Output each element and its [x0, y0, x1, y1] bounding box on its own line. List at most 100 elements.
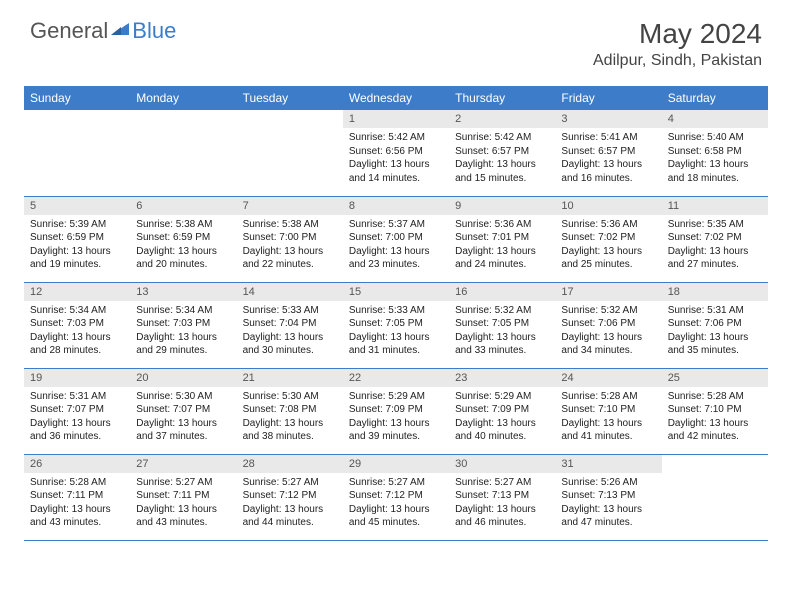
day-number: 29: [343, 455, 449, 473]
day-number: 22: [343, 369, 449, 387]
day-number: 20: [130, 369, 236, 387]
calendar-cell: 7Sunrise: 5:38 AMSunset: 7:00 PMDaylight…: [237, 196, 343, 282]
day-details: Sunrise: 5:28 AMSunset: 7:11 PMDaylight:…: [24, 473, 130, 535]
day-number: 23: [449, 369, 555, 387]
day-details: Sunrise: 5:35 AMSunset: 7:02 PMDaylight:…: [662, 215, 768, 277]
day-details: Sunrise: 5:38 AMSunset: 7:00 PMDaylight:…: [237, 215, 343, 277]
brand-triangle-icon: [111, 21, 129, 42]
day-number: 24: [555, 369, 661, 387]
location-text: Adilpur, Sindh, Pakistan: [593, 52, 762, 70]
day-details: Sunrise: 5:27 AMSunset: 7:12 PMDaylight:…: [237, 473, 343, 535]
calendar-cell: 19Sunrise: 5:31 AMSunset: 7:07 PMDayligh…: [24, 368, 130, 454]
calendar-cell: 27Sunrise: 5:27 AMSunset: 7:11 PMDayligh…: [130, 454, 236, 540]
calendar-cell: 10Sunrise: 5:36 AMSunset: 7:02 PMDayligh…: [555, 196, 661, 282]
weekday-header: Sunday: [24, 86, 130, 110]
calendar-cell: 21Sunrise: 5:30 AMSunset: 7:08 PMDayligh…: [237, 368, 343, 454]
title-block: May 2024 Adilpur, Sindh, Pakistan: [593, 18, 762, 70]
day-details: Sunrise: 5:31 AMSunset: 7:07 PMDaylight:…: [24, 387, 130, 449]
day-details: Sunrise: 5:42 AMSunset: 6:56 PMDaylight:…: [343, 128, 449, 190]
calendar-cell: 20Sunrise: 5:30 AMSunset: 7:07 PMDayligh…: [130, 368, 236, 454]
day-details: Sunrise: 5:41 AMSunset: 6:57 PMDaylight:…: [555, 128, 661, 190]
calendar-cell: 29Sunrise: 5:27 AMSunset: 7:12 PMDayligh…: [343, 454, 449, 540]
calendar-row: 12Sunrise: 5:34 AMSunset: 7:03 PMDayligh…: [24, 282, 768, 368]
calendar-cell: 5Sunrise: 5:39 AMSunset: 6:59 PMDaylight…: [24, 196, 130, 282]
brand-word2: Blue: [132, 18, 176, 44]
day-number: 30: [449, 455, 555, 473]
calendar-cell-empty: [130, 110, 236, 196]
day-details: Sunrise: 5:27 AMSunset: 7:12 PMDaylight:…: [343, 473, 449, 535]
calendar-row: 19Sunrise: 5:31 AMSunset: 7:07 PMDayligh…: [24, 368, 768, 454]
day-number: 16: [449, 283, 555, 301]
day-number: 31: [555, 455, 661, 473]
day-details: Sunrise: 5:33 AMSunset: 7:04 PMDaylight:…: [237, 301, 343, 363]
day-number: 2: [449, 110, 555, 128]
calendar-cell: 14Sunrise: 5:33 AMSunset: 7:04 PMDayligh…: [237, 282, 343, 368]
calendar-cell-empty: [24, 110, 130, 196]
calendar-cell: 9Sunrise: 5:36 AMSunset: 7:01 PMDaylight…: [449, 196, 555, 282]
weekday-header: Thursday: [449, 86, 555, 110]
day-number: 26: [24, 455, 130, 473]
day-details: Sunrise: 5:30 AMSunset: 7:07 PMDaylight:…: [130, 387, 236, 449]
weekday-header: Wednesday: [343, 86, 449, 110]
day-details: Sunrise: 5:42 AMSunset: 6:57 PMDaylight:…: [449, 128, 555, 190]
brand-logo: General Blue: [30, 18, 176, 44]
weekday-header: Tuesday: [237, 86, 343, 110]
day-number: 7: [237, 197, 343, 215]
day-number: 6: [130, 197, 236, 215]
calendar-head: SundayMondayTuesdayWednesdayThursdayFrid…: [24, 86, 768, 110]
brand-word1: General: [30, 18, 108, 44]
day-details: Sunrise: 5:40 AMSunset: 6:58 PMDaylight:…: [662, 128, 768, 190]
calendar-row: 5Sunrise: 5:39 AMSunset: 6:59 PMDaylight…: [24, 196, 768, 282]
day-details: Sunrise: 5:36 AMSunset: 7:02 PMDaylight:…: [555, 215, 661, 277]
day-details: Sunrise: 5:37 AMSunset: 7:00 PMDaylight:…: [343, 215, 449, 277]
calendar-cell: 6Sunrise: 5:38 AMSunset: 6:59 PMDaylight…: [130, 196, 236, 282]
day-details: Sunrise: 5:36 AMSunset: 7:01 PMDaylight:…: [449, 215, 555, 277]
day-number: 5: [24, 197, 130, 215]
calendar-cell: 16Sunrise: 5:32 AMSunset: 7:05 PMDayligh…: [449, 282, 555, 368]
day-details: Sunrise: 5:31 AMSunset: 7:06 PMDaylight:…: [662, 301, 768, 363]
calendar-cell: 30Sunrise: 5:27 AMSunset: 7:13 PMDayligh…: [449, 454, 555, 540]
day-number: 21: [237, 369, 343, 387]
calendar-cell: 22Sunrise: 5:29 AMSunset: 7:09 PMDayligh…: [343, 368, 449, 454]
day-number: 4: [662, 110, 768, 128]
calendar-cell: 25Sunrise: 5:28 AMSunset: 7:10 PMDayligh…: [662, 368, 768, 454]
day-details: Sunrise: 5:34 AMSunset: 7:03 PMDaylight:…: [24, 301, 130, 363]
day-number: 25: [662, 369, 768, 387]
day-number: 10: [555, 197, 661, 215]
calendar-cell: 1Sunrise: 5:42 AMSunset: 6:56 PMDaylight…: [343, 110, 449, 196]
day-number: 12: [24, 283, 130, 301]
calendar-cell: 12Sunrise: 5:34 AMSunset: 7:03 PMDayligh…: [24, 282, 130, 368]
calendar-cell: 31Sunrise: 5:26 AMSunset: 7:13 PMDayligh…: [555, 454, 661, 540]
calendar-cell: 23Sunrise: 5:29 AMSunset: 7:09 PMDayligh…: [449, 368, 555, 454]
day-details: Sunrise: 5:33 AMSunset: 7:05 PMDaylight:…: [343, 301, 449, 363]
weekday-header: Monday: [130, 86, 236, 110]
calendar-cell: 13Sunrise: 5:34 AMSunset: 7:03 PMDayligh…: [130, 282, 236, 368]
day-number: 1: [343, 110, 449, 128]
day-details: Sunrise: 5:39 AMSunset: 6:59 PMDaylight:…: [24, 215, 130, 277]
calendar-cell: 28Sunrise: 5:27 AMSunset: 7:12 PMDayligh…: [237, 454, 343, 540]
calendar-cell: 17Sunrise: 5:32 AMSunset: 7:06 PMDayligh…: [555, 282, 661, 368]
day-number: 14: [237, 283, 343, 301]
day-details: Sunrise: 5:32 AMSunset: 7:05 PMDaylight:…: [449, 301, 555, 363]
calendar-row: 1Sunrise: 5:42 AMSunset: 6:56 PMDaylight…: [24, 110, 768, 196]
day-details: Sunrise: 5:30 AMSunset: 7:08 PMDaylight:…: [237, 387, 343, 449]
day-number: 3: [555, 110, 661, 128]
day-number: 9: [449, 197, 555, 215]
day-details: Sunrise: 5:26 AMSunset: 7:13 PMDaylight:…: [555, 473, 661, 535]
calendar-cell-empty: [237, 110, 343, 196]
day-details: Sunrise: 5:27 AMSunset: 7:13 PMDaylight:…: [449, 473, 555, 535]
day-number: 13: [130, 283, 236, 301]
day-number: 17: [555, 283, 661, 301]
day-details: Sunrise: 5:27 AMSunset: 7:11 PMDaylight:…: [130, 473, 236, 535]
day-number: 15: [343, 283, 449, 301]
day-details: Sunrise: 5:28 AMSunset: 7:10 PMDaylight:…: [662, 387, 768, 449]
day-details: Sunrise: 5:29 AMSunset: 7:09 PMDaylight:…: [343, 387, 449, 449]
calendar-table: SundayMondayTuesdayWednesdayThursdayFrid…: [24, 86, 768, 541]
day-details: Sunrise: 5:32 AMSunset: 7:06 PMDaylight:…: [555, 301, 661, 363]
day-number: 8: [343, 197, 449, 215]
calendar-cell: 3Sunrise: 5:41 AMSunset: 6:57 PMDaylight…: [555, 110, 661, 196]
day-details: Sunrise: 5:29 AMSunset: 7:09 PMDaylight:…: [449, 387, 555, 449]
calendar-cell-empty: [662, 454, 768, 540]
weekday-header: Saturday: [662, 86, 768, 110]
calendar-cell: 11Sunrise: 5:35 AMSunset: 7:02 PMDayligh…: [662, 196, 768, 282]
